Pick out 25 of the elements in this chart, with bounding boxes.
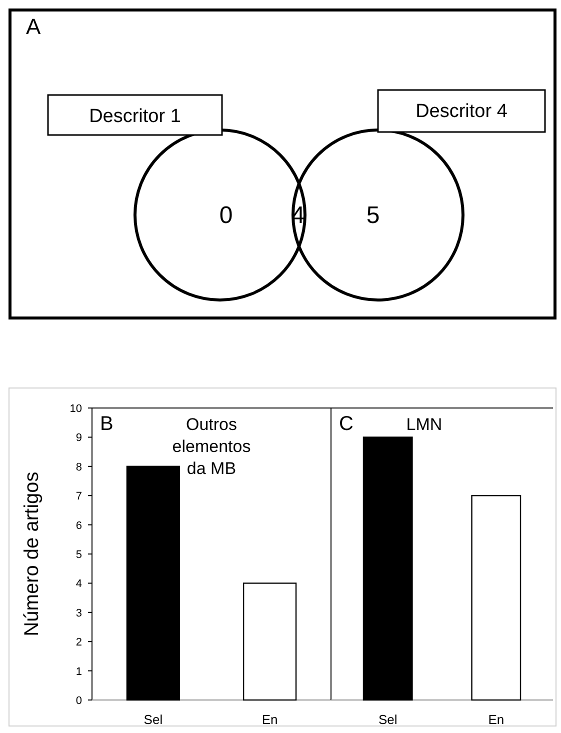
x-tick-label: Sel (378, 712, 398, 727)
data-label: 5 (366, 202, 380, 229)
chart-title: C (339, 413, 354, 435)
y-tick-label: 8 (76, 461, 82, 474)
data-label: 0 (219, 202, 233, 229)
x-tick-label: En (488, 712, 504, 727)
x-tick-label: Sel (144, 712, 163, 727)
y-tick-label: 5 (76, 549, 82, 561)
y-tick-label: 0 (76, 695, 82, 707)
y-tick-label: 7 (76, 490, 82, 503)
chart-title: B (100, 413, 114, 435)
x-tick-label: En (262, 712, 278, 727)
category-label: Descritor 1 (89, 106, 181, 127)
y-tick-label: 6 (76, 520, 82, 532)
y-tick-label: 2 (76, 636, 82, 649)
text: A (26, 14, 41, 39)
y-tick-label: 1 (76, 666, 82, 678)
y-tick-label: 4 (76, 578, 82, 590)
text: Outros elementos da MB (172, 415, 251, 478)
y-tick-label: 10 (70, 403, 82, 415)
y-tick-label: 3 (76, 607, 82, 620)
y-axis-title: Número de artigos (21, 472, 43, 636)
category-label: Descritor 4 (416, 101, 508, 122)
y-tick-label: 9 (76, 432, 82, 444)
chart-subtitle: LMN (406, 415, 442, 434)
